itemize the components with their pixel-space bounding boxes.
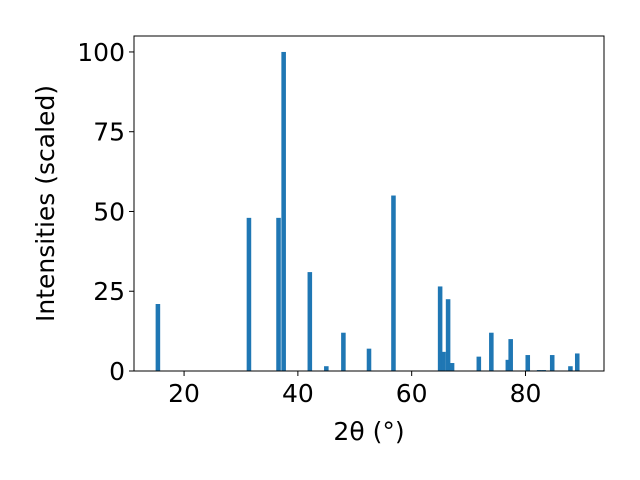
x-tick-label: 20	[168, 379, 200, 408]
y-axis-label: Intensities (scaled)	[31, 85, 60, 322]
y-tick-label: 75	[93, 118, 125, 147]
bar	[489, 332, 494, 371]
bar	[276, 217, 281, 371]
x-tick-label: 60	[396, 379, 428, 408]
bar	[437, 286, 443, 371]
bar	[525, 355, 531, 371]
y-tick-label: 50	[93, 197, 125, 226]
bar	[568, 366, 573, 371]
bar	[155, 304, 161, 371]
bar	[449, 363, 455, 371]
bar	[324, 366, 329, 371]
bar	[307, 272, 313, 371]
x-axis-label: 2θ (°)	[333, 417, 404, 446]
bar	[549, 355, 555, 371]
x-axis-ticks: 20 40 60 80	[168, 371, 541, 408]
bar	[441, 351, 446, 371]
bar	[366, 348, 372, 371]
bar	[246, 217, 252, 371]
y-tick-label: 25	[93, 277, 125, 306]
x-tick-label: 80	[510, 379, 542, 408]
y-tick-label: 0	[109, 357, 125, 386]
bar	[574, 353, 580, 371]
x-tick-label: 40	[282, 379, 314, 408]
y-axis-ticks: 0 25 50 75 100	[77, 38, 134, 386]
bar	[505, 359, 511, 371]
bar	[445, 299, 451, 371]
bar	[341, 332, 346, 371]
bar	[476, 356, 482, 371]
plot-frame	[133, 35, 605, 372]
bar	[281, 51, 286, 371]
y-tick-label: 100	[77, 38, 125, 67]
bar	[508, 339, 513, 371]
bar	[391, 195, 396, 371]
bars-group	[155, 51, 580, 371]
